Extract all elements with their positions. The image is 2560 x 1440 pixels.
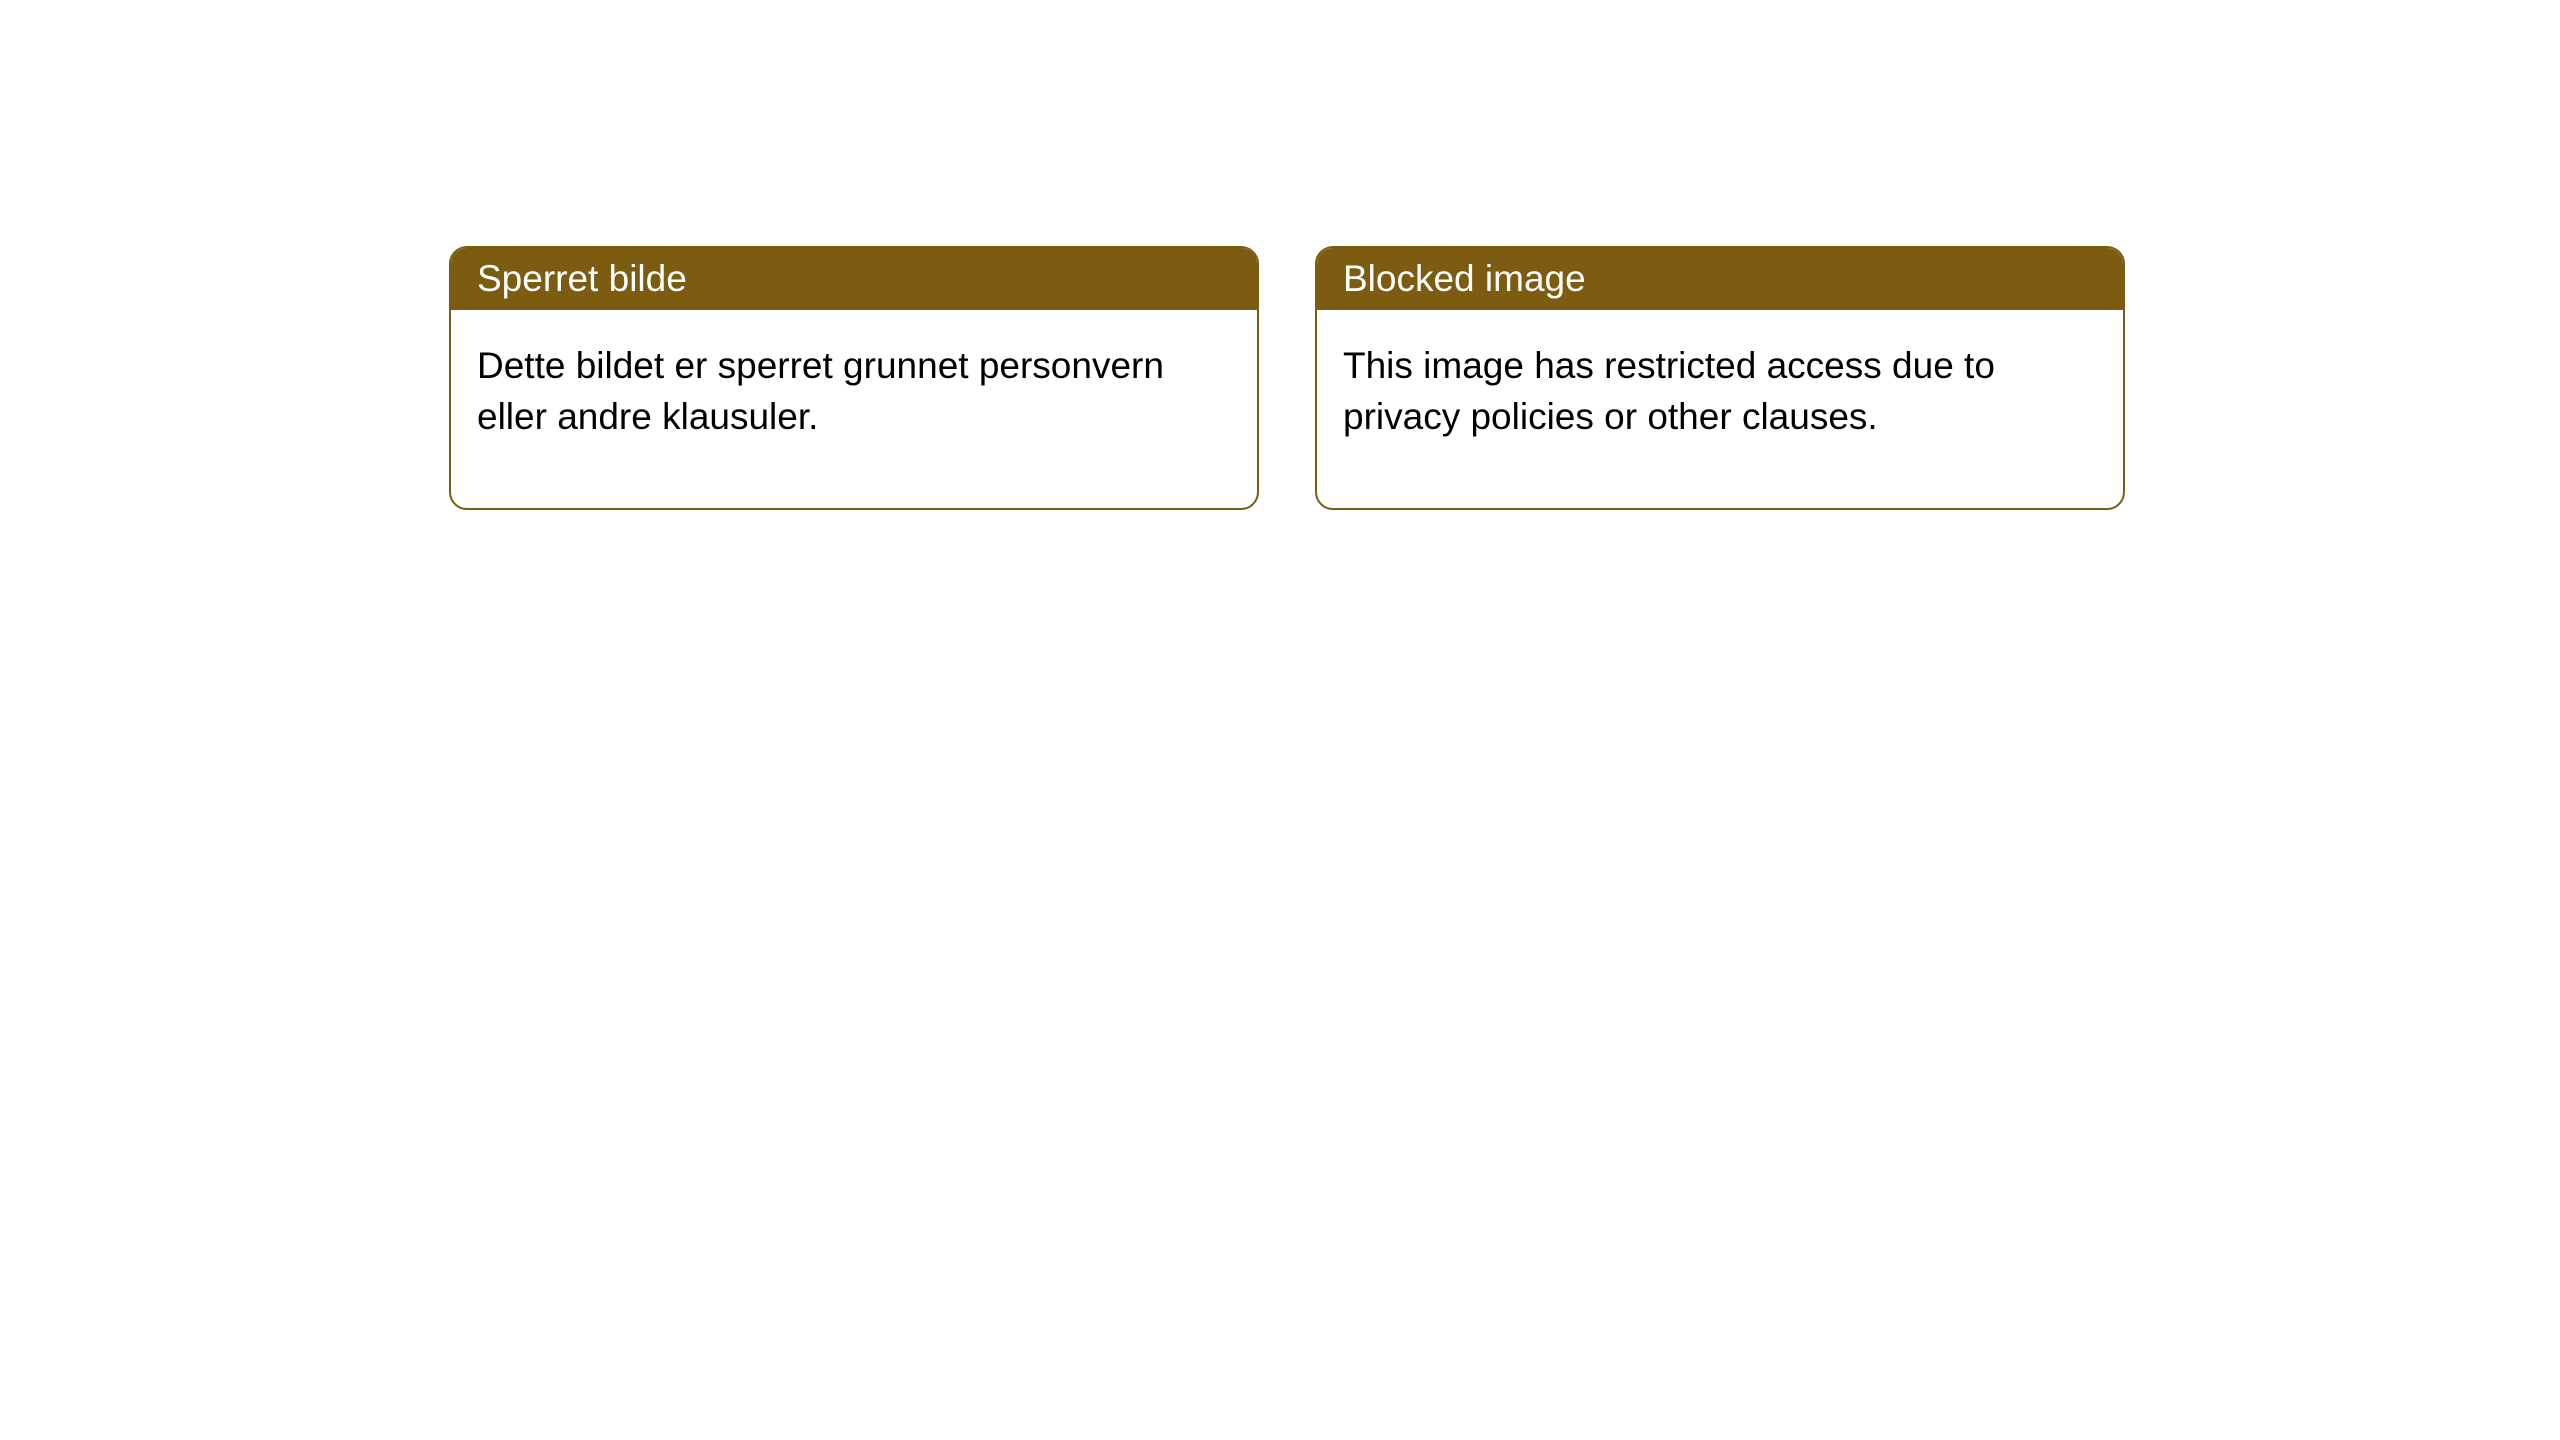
notice-container: Sperret bilde Dette bildet er sperret gr…	[0, 0, 2560, 510]
notice-body-text: Dette bildet er sperret grunnet personve…	[477, 345, 1164, 437]
notice-header: Sperret bilde	[451, 248, 1257, 310]
notice-title: Blocked image	[1343, 258, 1586, 299]
notice-card-norwegian: Sperret bilde Dette bildet er sperret gr…	[449, 246, 1259, 510]
notice-body-text: This image has restricted access due to …	[1343, 345, 1995, 437]
notice-header: Blocked image	[1317, 248, 2123, 310]
notice-card-english: Blocked image This image has restricted …	[1315, 246, 2125, 510]
notice-title: Sperret bilde	[477, 258, 687, 299]
notice-body: This image has restricted access due to …	[1317, 310, 2123, 508]
notice-body: Dette bildet er sperret grunnet personve…	[451, 310, 1257, 508]
